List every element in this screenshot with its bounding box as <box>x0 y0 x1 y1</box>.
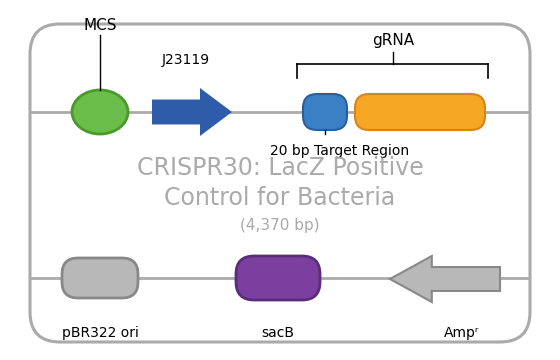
Text: CRISPR30: LacZ Positive: CRISPR30: LacZ Positive <box>137 156 423 180</box>
Text: (4,370 bp): (4,370 bp) <box>240 217 320 233</box>
Polygon shape <box>390 256 500 302</box>
Text: gRNA: gRNA <box>372 32 414 48</box>
Ellipse shape <box>72 90 128 134</box>
FancyBboxPatch shape <box>236 256 320 300</box>
FancyBboxPatch shape <box>30 24 530 342</box>
Polygon shape <box>152 88 232 136</box>
FancyBboxPatch shape <box>355 94 485 130</box>
FancyBboxPatch shape <box>303 94 347 130</box>
Text: J23119: J23119 <box>162 53 210 67</box>
Text: pBR322 ori: pBR322 ori <box>62 326 138 340</box>
Text: Ampʳ: Ampʳ <box>444 326 480 340</box>
FancyBboxPatch shape <box>62 258 138 298</box>
Text: Control for Bacteria: Control for Bacteria <box>165 186 395 210</box>
Text: MCS: MCS <box>83 18 116 32</box>
Text: sacB: sacB <box>262 326 295 340</box>
Text: 20 bp Target Region: 20 bp Target Region <box>270 144 409 158</box>
